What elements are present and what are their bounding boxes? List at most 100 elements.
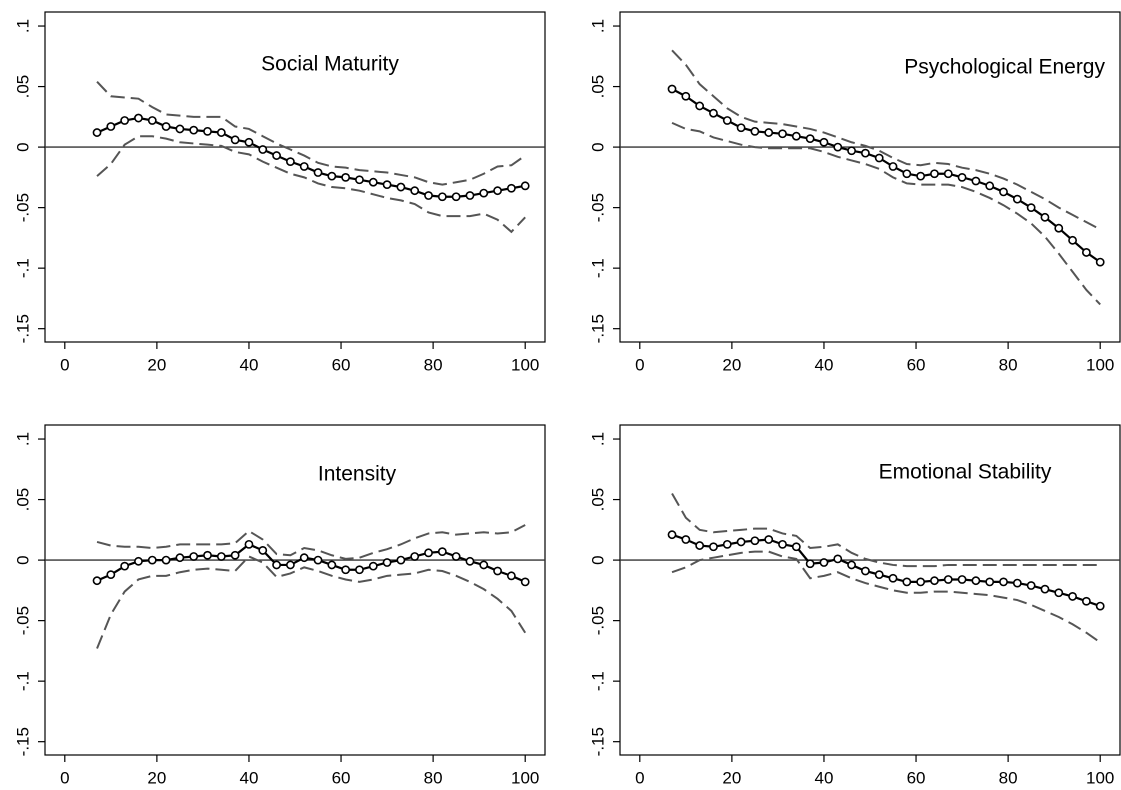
estimate-point [368, 177, 378, 187]
ci-line [671, 121, 1101, 306]
estimate-point [272, 560, 281, 570]
estimate-point [930, 576, 939, 586]
estimate-point [736, 123, 746, 133]
estimate-point [493, 186, 502, 196]
x-tick-label: 0 [635, 355, 644, 374]
estimate-point [860, 566, 870, 576]
estimate-point [313, 168, 323, 177]
estimate-point [120, 116, 130, 125]
y-tick-label: -.1 [13, 671, 32, 691]
y-tick-label: -.05 [13, 193, 32, 222]
estimate-point [299, 553, 309, 563]
estimate-point [1012, 578, 1022, 588]
estimate-point [244, 137, 254, 147]
ci-line [671, 49, 1101, 231]
estimate-point [327, 171, 337, 181]
estimate-point [106, 570, 116, 580]
ci-line [96, 524, 526, 560]
estimate-point [120, 561, 130, 571]
estimate-point [437, 547, 447, 557]
estimate-point [985, 577, 995, 587]
panel: -.15 -.1 -.05 0 .05 .1 0 20 40 60 80 100 Intensity [13, 424, 546, 787]
y-tick-label: -.05 [13, 606, 32, 635]
y-tick-label: .1 [588, 432, 607, 446]
x-tick-label: 60 [907, 355, 926, 374]
estimate-point [479, 560, 489, 570]
y-tick-label: -.1 [588, 258, 607, 278]
y-tick-label: -.1 [588, 671, 607, 691]
estimate-point [410, 186, 420, 196]
estimate-point [833, 554, 843, 564]
estimate-point [1095, 257, 1105, 267]
estimate-point [999, 577, 1008, 587]
x-tick-label: 60 [907, 768, 926, 787]
panel: -.15 -.1 -.05 0 .05 .1 0 20 40 60 80 100 Social Matu… [13, 11, 546, 374]
x-tick-label: 60 [332, 768, 351, 787]
estimate-point [916, 577, 926, 587]
estimate-point [1081, 248, 1091, 257]
estimate-point [506, 183, 516, 193]
x-tick-label: 80 [999, 768, 1018, 787]
estimate-point [520, 577, 530, 587]
estimate-point [847, 560, 856, 570]
y-tick-label: -.15 [588, 727, 607, 756]
estimate-point [791, 131, 801, 141]
estimate-point [888, 162, 898, 171]
plot-frame [619, 11, 1121, 343]
panel: -.15 -.1 -.05 0 .05 .1 0 20 40 60 80 100 Psychologic… [588, 11, 1121, 374]
estimate-point [860, 148, 870, 158]
x-tick-label: 40 [814, 355, 833, 374]
x-tick-label: 100 [1086, 768, 1114, 787]
panel-title: Intensity [318, 463, 397, 486]
ci-line [96, 81, 526, 186]
estimate-point [203, 126, 212, 136]
ci-line [96, 555, 527, 649]
estimate-point [709, 108, 718, 118]
estimate-point [1068, 592, 1077, 601]
estimate-point [299, 162, 309, 171]
y-tick-label: .1 [588, 19, 607, 33]
ci-line [671, 493, 1101, 568]
estimate-point [175, 553, 185, 563]
plot-frame [619, 424, 1121, 756]
estimate-point [258, 145, 268, 154]
estimate-point [216, 552, 226, 561]
estimate-point [971, 176, 981, 186]
estimate-point [285, 560, 295, 570]
estimate-point [396, 182, 406, 192]
estimate-point [465, 556, 475, 566]
estimate-point [695, 101, 705, 111]
estimate-point [681, 91, 691, 101]
estimate-point [285, 157, 295, 167]
estimate-point [327, 560, 337, 570]
estimate-point [667, 530, 677, 540]
y-tick-label: .1 [13, 432, 32, 446]
estimate-point [957, 172, 967, 182]
estimate-point [396, 555, 406, 565]
estimate-point [943, 169, 953, 179]
estimate-point [106, 122, 116, 131]
estimate-point [161, 555, 171, 565]
estimate-point [189, 125, 199, 135]
estimate-point [819, 137, 829, 147]
estimate-point [313, 555, 323, 565]
estimate-point [424, 548, 433, 558]
x-tick-label: 80 [424, 355, 443, 374]
y-tick-label: .1 [13, 19, 32, 33]
x-tick-label: 20 [147, 355, 166, 374]
estimate-point [833, 142, 843, 152]
estimate-point [506, 571, 516, 581]
y-tick-label: -.05 [588, 193, 607, 222]
estimate-point [1054, 223, 1064, 233]
estimate-point [147, 116, 157, 125]
estimate-point [902, 169, 912, 179]
x-tick-label: 100 [1086, 355, 1114, 374]
estimate-point [999, 187, 1008, 197]
estimate-point [750, 126, 760, 136]
estimate-point [216, 128, 226, 137]
y-tick-label: -.05 [588, 606, 607, 635]
x-tick-label: 20 [147, 768, 166, 787]
estimate-point [847, 146, 856, 156]
estimate-point [750, 536, 760, 546]
